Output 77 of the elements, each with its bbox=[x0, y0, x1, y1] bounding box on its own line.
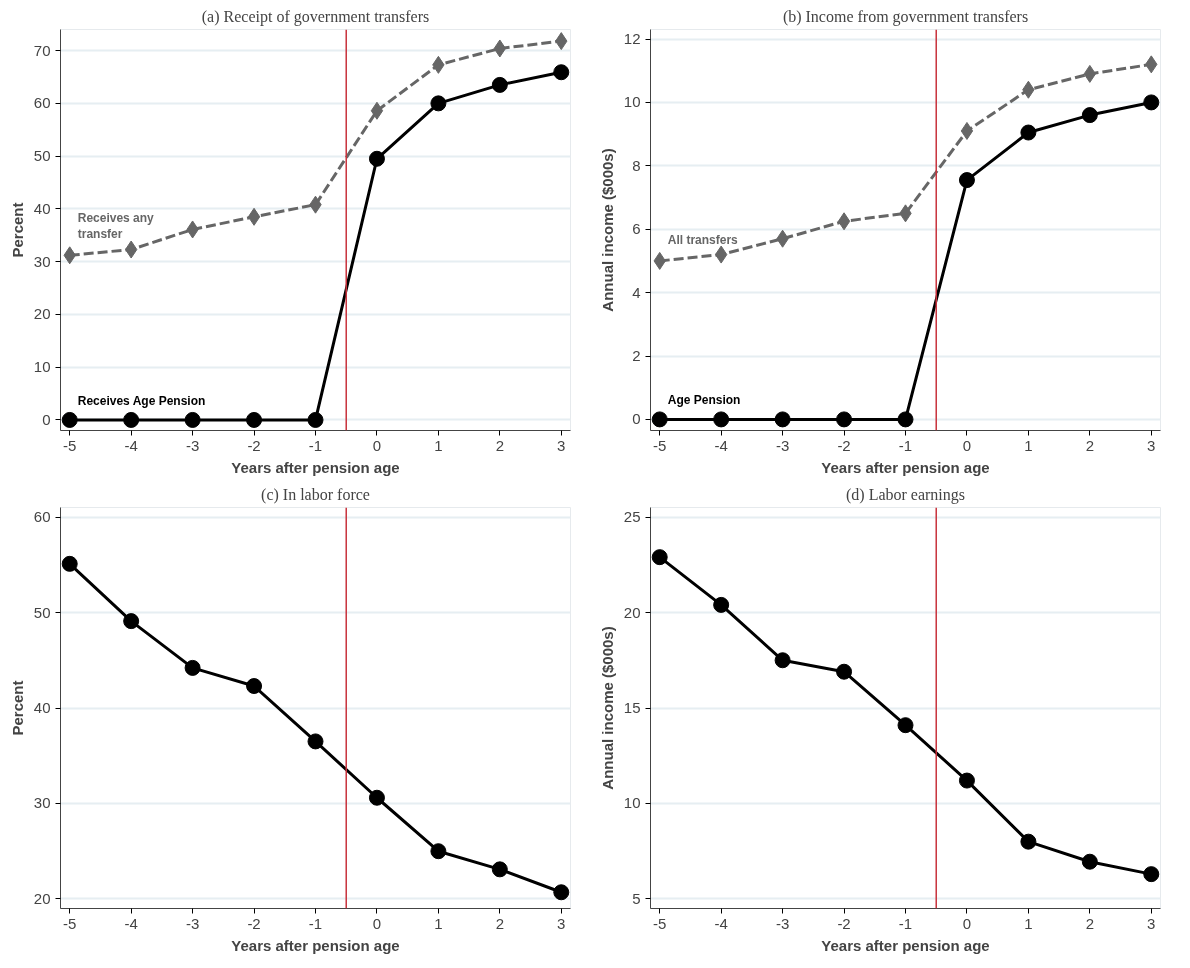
x-tick-label: -5 bbox=[653, 914, 667, 932]
x-tick-label: -2 bbox=[837, 914, 851, 932]
x-tick-label: -2 bbox=[247, 914, 261, 932]
y-tick-label: 40 bbox=[33, 199, 51, 217]
x-axis-title: Years after pension age bbox=[231, 458, 400, 476]
x-axis-title: Years after pension age bbox=[231, 936, 400, 954]
y-tick-label: 0 bbox=[632, 410, 641, 428]
y-tick-label: 4 bbox=[632, 283, 641, 301]
x-tick-label: 3 bbox=[1147, 436, 1156, 454]
y-tick-label: 2 bbox=[632, 347, 641, 365]
y-axis-title: Percent bbox=[8, 202, 26, 258]
x-tick-label: 0 bbox=[372, 436, 382, 454]
x-tick-label: 1 bbox=[1024, 914, 1033, 932]
x-tick-label: -4 bbox=[124, 914, 138, 932]
x-tick-label: -5 bbox=[63, 436, 77, 454]
series-label: Receives any transfer bbox=[77, 210, 155, 242]
x-tick-label: 2 bbox=[1085, 436, 1095, 454]
x-tick-label: 2 bbox=[1085, 914, 1095, 932]
y-tick-label: 10 bbox=[623, 93, 641, 111]
x-tick-label: -5 bbox=[63, 914, 77, 932]
x-tick-label: -3 bbox=[185, 914, 200, 932]
y-tick-label: 20 bbox=[33, 305, 51, 323]
x-tick-label: -1 bbox=[308, 436, 323, 454]
y-tick-label: 0 bbox=[42, 410, 51, 428]
y-tick-label: 50 bbox=[33, 147, 51, 165]
y-tick-label: 25 bbox=[623, 508, 641, 526]
x-tick-label: 0 bbox=[962, 436, 972, 454]
y-tick-label: 70 bbox=[33, 41, 51, 59]
chart-title: (b) Income from government transfers bbox=[782, 7, 1029, 26]
y-tick-label: 30 bbox=[33, 252, 51, 270]
y-tick-label: 40 bbox=[33, 699, 51, 716]
y-tick-label: 6 bbox=[632, 220, 641, 238]
y-tick-label: 20 bbox=[33, 889, 51, 907]
x-tick-label: -1 bbox=[308, 914, 323, 932]
x-tick-label: -2 bbox=[247, 436, 261, 454]
series-label: All transfers bbox=[667, 232, 739, 247]
x-tick-label: 1 bbox=[434, 914, 443, 932]
x-tick-label: -3 bbox=[185, 436, 200, 454]
x-tick-label: 2 bbox=[495, 436, 505, 454]
x-axis-title: Years after pension age bbox=[821, 936, 990, 954]
x-tick-label: 1 bbox=[1024, 436, 1033, 454]
y-axis-title: Annual income ($000s) bbox=[598, 148, 616, 312]
y-tick-label: 20 bbox=[623, 603, 641, 621]
x-tick-label: 1 bbox=[434, 436, 443, 454]
y-tick-label: 60 bbox=[33, 508, 51, 526]
y-tick-label: 50 bbox=[33, 603, 51, 621]
y-tick-label: 5 bbox=[632, 889, 641, 907]
chart-title: (a) Receipt of government transfers bbox=[201, 7, 430, 26]
series-label: Age Pension bbox=[667, 393, 741, 408]
y-tick-label: 10 bbox=[33, 358, 51, 376]
series-label: Receives Age Pension bbox=[77, 393, 206, 408]
x-tick-label: -4 bbox=[124, 436, 138, 454]
y-axis-title: Percent bbox=[8, 680, 26, 736]
y-axis-title: Annual income ($000s) bbox=[598, 626, 616, 790]
x-tick-label: 2 bbox=[495, 914, 505, 932]
x-tick-label: 3 bbox=[1147, 914, 1156, 932]
x-tick-label: -5 bbox=[653, 436, 667, 454]
x-tick-label: -4 bbox=[714, 436, 728, 454]
x-tick-label: 0 bbox=[372, 914, 382, 932]
x-tick-label: 0 bbox=[962, 914, 972, 932]
chart-title: (d) Labor earnings bbox=[845, 485, 966, 504]
x-tick-label: -3 bbox=[775, 436, 790, 454]
y-tick-label: 60 bbox=[33, 94, 51, 112]
x-tick-label: -2 bbox=[837, 436, 851, 454]
x-tick-label: -4 bbox=[714, 914, 728, 932]
x-tick-label: -1 bbox=[898, 914, 913, 932]
chart-title: (c) In labor force bbox=[261, 485, 370, 504]
y-tick-label: 8 bbox=[632, 156, 641, 174]
y-tick-label: 10 bbox=[623, 794, 641, 812]
y-tick-label: 15 bbox=[623, 699, 641, 716]
x-tick-label: -1 bbox=[898, 436, 913, 454]
y-tick-label: 12 bbox=[623, 30, 641, 48]
x-tick-label: -3 bbox=[775, 914, 790, 932]
x-axis-title: Years after pension age bbox=[821, 458, 990, 476]
x-tick-label: 3 bbox=[557, 914, 566, 932]
x-tick-label: 3 bbox=[557, 436, 566, 454]
y-tick-label: 30 bbox=[33, 794, 51, 812]
